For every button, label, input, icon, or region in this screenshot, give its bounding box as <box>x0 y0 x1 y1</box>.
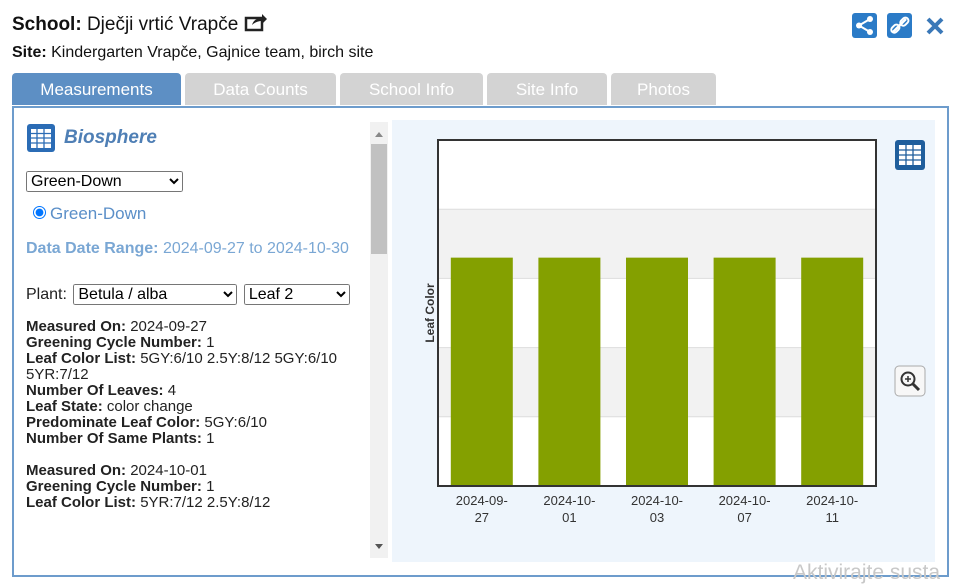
close-button[interactable] <box>926 17 944 35</box>
records: Measured On: 2024-09-27 Greening Cycle Nu… <box>26 319 370 511</box>
plant-row: Plant: Betula / alba Leaf 2 <box>26 284 370 305</box>
tab[interactable]: Photos <box>611 73 716 105</box>
field-value: 1 <box>206 478 215 495</box>
field-label: Measured On: <box>26 318 127 335</box>
record-field: Predominate Leaf Color: 5GY:6/10 <box>26 415 370 431</box>
field-label: Number Of Same Plants: <box>26 430 202 447</box>
bar <box>713 257 776 486</box>
record-field: Measured On: 2024-09-27 <box>26 319 370 335</box>
field-label: Leaf State: <box>26 398 103 415</box>
watermark: Aktivirajte susta <box>793 561 941 584</box>
leaf-select[interactable]: Leaf 2 <box>243 284 350 305</box>
record-field: Leaf Color List: 5YR:7/12 2.5Y:8/12 <box>26 495 370 511</box>
field-value: 5YR:7/12 2.5Y:8/12 <box>140 494 271 511</box>
tab[interactable]: Measurements <box>12 73 181 105</box>
field-value: 1 <box>206 334 215 351</box>
field-value: 1 <box>206 430 215 447</box>
site-name: Kindergarten Vrapče, Gajnice team, birch… <box>51 44 374 61</box>
tab[interactable]: School Info <box>340 73 483 105</box>
field-value: 5GY:6/10 <box>204 414 267 431</box>
school-name: Dječji vrtić Vrapče <box>86 14 239 35</box>
x-tick-label: 2024-10-01 <box>543 493 595 525</box>
chart-area: Leaf Color 2024-09-27 2024-10-01 2024-10-0… <box>392 120 935 562</box>
record-field: Leaf State: color change <box>26 399 370 415</box>
date-range: Data Date Range: 2024-09-27 to 2024-10-3… <box>26 236 368 262</box>
record-field: Greening Cycle Number: 1 <box>26 335 370 351</box>
top-icons <box>852 13 944 38</box>
record: Measured On: 2024-10-01 Greening Cycle Nu… <box>26 463 370 511</box>
field-value: 2024-09-27 <box>130 318 207 335</box>
date-range-label: Data Date Range: <box>26 240 159 257</box>
field-label: Greening Cycle Number: <box>26 478 202 495</box>
school-label: School: <box>12 14 82 35</box>
plant-select[interactable]: Betula / alba <box>73 284 238 305</box>
bar <box>801 257 864 486</box>
tab[interactable]: Site Info <box>487 73 607 105</box>
field-label: Number Of Leaves: <box>26 382 164 399</box>
table-view-button[interactable] <box>895 140 925 170</box>
record-field: Greening Cycle Number: 1 <box>26 479 370 495</box>
radio-label: Green-Down <box>50 204 147 223</box>
scrollbar[interactable] <box>370 122 388 558</box>
bar <box>626 257 688 486</box>
y-axis-label: Leaf Color <box>423 283 437 343</box>
panel <box>12 106 949 577</box>
record: Measured On: 2024-09-27 Greening Cycle Nu… <box>26 319 370 447</box>
section-header: Biosphere <box>26 122 370 154</box>
radio-row[interactable]: Green-Down <box>33 204 370 224</box>
site-line: Site: Kindergarten Vrapče, Gajnice team,… <box>12 44 373 62</box>
table-icon <box>27 124 55 152</box>
field-label: Greening Cycle Number: <box>26 334 202 351</box>
zoom-button[interactable] <box>894 365 926 397</box>
measurement-pane: Biosphere Green-Down Green-Down Data Dat… <box>26 122 370 558</box>
site-label: Site: <box>12 44 47 61</box>
record-field: Leaf Color List: 5GY:6/10 2.5Y:8/12 5GY:… <box>26 351 370 383</box>
section-title: Biosphere <box>64 127 157 148</box>
field-value: color change <box>106 398 193 415</box>
field-label: Leaf Color List: <box>26 494 137 511</box>
bar <box>450 257 513 486</box>
x-tick-label: 2024-10-03 <box>631 493 683 525</box>
open-icon[interactable] <box>244 12 268 32</box>
field-value: 4 <box>167 382 177 399</box>
chart: Leaf Color 2024-09-27 2024-10-01 2024-10-0… <box>423 139 926 525</box>
plant-label: Plant: <box>26 286 67 303</box>
record-field: Number Of Leaves: 4 <box>26 383 370 399</box>
plot-frame <box>437 139 877 487</box>
share-button[interactable] <box>852 13 877 38</box>
x-tick-label: 2024-09-27 <box>456 493 508 525</box>
date-range-value: 2024-09-27 to 2024-10-30 <box>162 240 349 257</box>
field-label: Leaf Color List: <box>26 350 137 367</box>
record-field: Measured On: 2024-10-01 <box>26 463 370 479</box>
link-button[interactable] <box>887 13 912 38</box>
record-field: Number Of Same Plants: 1 <box>26 431 370 447</box>
tab[interactable]: Data Counts <box>185 73 336 105</box>
x-tick-label: 2024-10-07 <box>719 493 771 525</box>
protocol-select[interactable]: Green-Down <box>26 171 183 192</box>
school-line: School: Dječji vrtić Vrapče <box>12 12 268 36</box>
field-value: 5GY:6/10 2.5Y:8/12 5GY:6/10 5YR:7/12 <box>26 350 338 383</box>
radio[interactable] <box>33 206 46 219</box>
field-value: 2024-10-01 <box>130 462 207 479</box>
field-label: Measured On: <box>26 462 127 479</box>
x-tick-label: 2024-10-11 <box>806 493 858 525</box>
field-label: Predominate Leaf Color: <box>26 414 201 431</box>
bar <box>538 257 601 486</box>
